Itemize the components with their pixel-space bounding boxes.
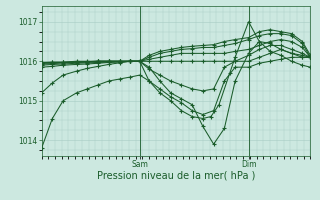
X-axis label: Pression niveau de la mer( hPa ): Pression niveau de la mer( hPa ) bbox=[97, 171, 255, 181]
